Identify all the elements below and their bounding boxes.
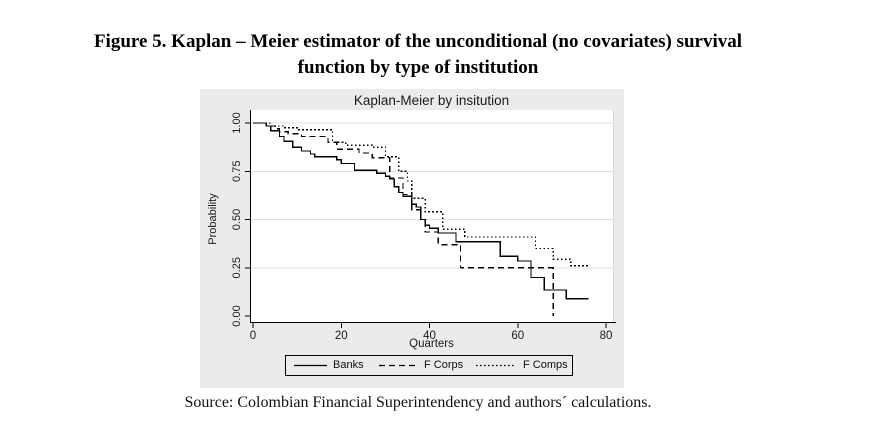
y-tick-label: 0.25 (231, 257, 243, 278)
figure-title-line1: Figure 5. Kaplan – Meier estimator of th… (93, 31, 743, 52)
legend-line-sample-dotted (476, 364, 516, 367)
chart-legend: Banks F Corps F Comps (285, 355, 573, 376)
km-chart: Kaplan-Meier by insitution 0.00 0.25 0.50 0… (200, 89, 624, 388)
f-corps-curve (253, 122, 554, 316)
legend-line-sample-dashed (379, 364, 418, 367)
x-tick-label: 60 (511, 330, 524, 342)
y-tick-label: 0.50 (231, 209, 243, 230)
banks-curve (253, 122, 589, 300)
figure-title: Figure 5. Kaplan – Meier estimator of th… (0, 29, 836, 81)
x-tick-label: 0 (250, 330, 256, 342)
legend-entry-banks: Banks (333, 359, 364, 371)
figure-title-line2: function by type of institution (297, 57, 539, 78)
x-tick-label: 20 (335, 330, 348, 342)
legend-entry-f-comps: F Comps (523, 359, 568, 371)
source-text: Source: Colombian Financial Superintende… (184, 394, 652, 411)
x-axis-title: Quarters (409, 338, 454, 350)
y-tick-label: 0.00 (231, 305, 243, 326)
y-axis-title: Probability (207, 193, 219, 245)
y-tick-label: 0.75 (231, 161, 243, 182)
legend-line-sample-solid (294, 364, 327, 367)
legend-entry-f-corps: F Corps (424, 359, 464, 371)
chart-title: Kaplan-Meier by insitution (353, 93, 510, 108)
x-tick-label: 80 (600, 330, 613, 342)
y-tick-label: 1.00 (231, 112, 243, 133)
plot-area: 0.00 0.25 0.50 0.75 1.00 0 20 40 60 80 (231, 110, 616, 342)
x-tick-label: 40 (423, 330, 436, 342)
